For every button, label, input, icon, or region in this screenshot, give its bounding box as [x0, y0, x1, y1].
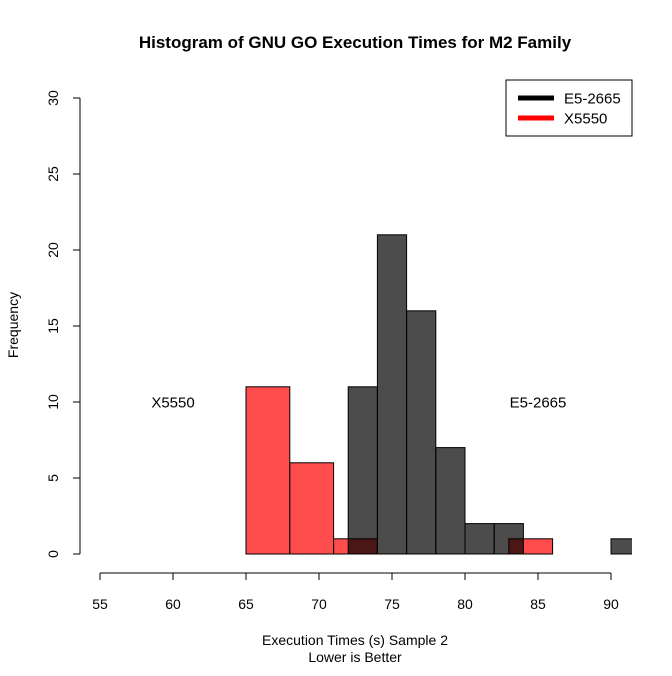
y-tick-label: 30	[45, 90, 61, 106]
legend: E5-2665 X5550	[505, 79, 633, 137]
chart-title: Histogram of GNU GO Execution Times for …	[139, 33, 572, 52]
x-axis-label: Execution Times (s) Sample 2	[262, 632, 448, 648]
y-tick-label: 5	[45, 474, 61, 482]
y-axis-label: Frequency	[5, 292, 21, 358]
histogram-bar	[406, 310, 437, 555]
histogram-bar	[245, 386, 291, 555]
annotation-label: E5-2665	[510, 394, 567, 411]
histogram-bar	[464, 523, 495, 555]
histogram-bar	[610, 538, 632, 555]
y-tick-label: 15	[45, 318, 61, 334]
y-tick-label: 25	[45, 166, 61, 182]
histogram-bar	[493, 523, 524, 555]
x-tick-label: 65	[238, 596, 254, 612]
histogram-bar	[435, 447, 466, 555]
axes-layer: 55 60 65 70 75 80 85 90 0 5 10 15 20 25 30	[45, 90, 619, 612]
legend-label: E5-2665	[564, 90, 621, 107]
x-tick-label: 85	[530, 596, 546, 612]
legend-box	[505, 79, 633, 137]
bars-layer	[245, 234, 632, 555]
x-tick-label: 75	[384, 596, 400, 612]
y-tick-label: 0	[45, 550, 61, 558]
annotation-label: X5550	[151, 394, 194, 411]
x-tick-label: 60	[165, 596, 181, 612]
x-tick-label: 80	[457, 596, 473, 612]
y-tick-label: 20	[45, 242, 61, 258]
histogram-bar	[376, 234, 408, 555]
x-tick-label: 70	[311, 596, 327, 612]
series-e5-2665	[347, 234, 632, 555]
histogram-bar	[347, 386, 378, 555]
x-tick-label: 90	[603, 596, 619, 612]
y-tick-label: 10	[45, 394, 61, 410]
legend-label: X5550	[564, 110, 607, 127]
x-axis-sublabel: Lower is Better	[308, 649, 402, 665]
histogram-bar	[289, 462, 335, 555]
x-tick-label: 55	[92, 596, 108, 612]
annotations-layer: X5550 E5-2665	[151, 394, 566, 411]
